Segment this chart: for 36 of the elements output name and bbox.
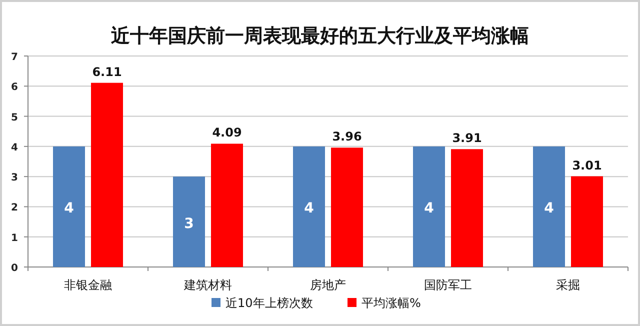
y-tick-label: 4: [11, 142, 18, 154]
bar: [211, 144, 243, 267]
data-label: 4: [424, 200, 434, 217]
data-label: 3: [184, 216, 194, 232]
y-tick-label: 5: [11, 112, 18, 124]
bar: [173, 176, 205, 267]
data-label: 4: [544, 200, 554, 217]
bar: [533, 146, 565, 267]
data-label: 6.11: [92, 64, 122, 79]
bar: [413, 146, 445, 267]
y-tick-label: 6: [11, 82, 18, 94]
bar: [451, 149, 483, 267]
legend-label: 平均涨幅%: [362, 296, 421, 310]
bar: [331, 148, 363, 267]
data-label: 4: [64, 200, 74, 217]
x-tick-label: 建筑材料: [183, 278, 232, 292]
chart-title: 近十年国庆前一周表现最好的五大行业及平均涨幅: [110, 25, 529, 47]
y-tick-label: 2: [11, 202, 18, 214]
data-label: 3.01: [572, 158, 602, 172]
x-tick-label: 国防军工: [424, 278, 472, 292]
legend-label: 近10年上榜次数: [226, 296, 313, 310]
y-tick-label: 3: [11, 172, 18, 184]
bar: [53, 146, 85, 267]
data-label: 4.09: [212, 126, 242, 140]
bar: [91, 82, 123, 267]
y-tick-label: 1: [11, 232, 18, 244]
y-tick-label: 7: [11, 52, 18, 63]
x-tick-label: 非银金融: [64, 278, 112, 292]
data-label: 3.96: [332, 130, 362, 144]
x-tick-label: 房地产: [310, 278, 346, 292]
bar: [293, 146, 325, 267]
bar: [571, 176, 603, 267]
x-tick-label: 采掘: [556, 278, 580, 292]
data-label: 4: [304, 200, 314, 217]
y-tick-label: 0: [11, 263, 18, 274]
data-label: 3.91: [452, 131, 482, 146]
